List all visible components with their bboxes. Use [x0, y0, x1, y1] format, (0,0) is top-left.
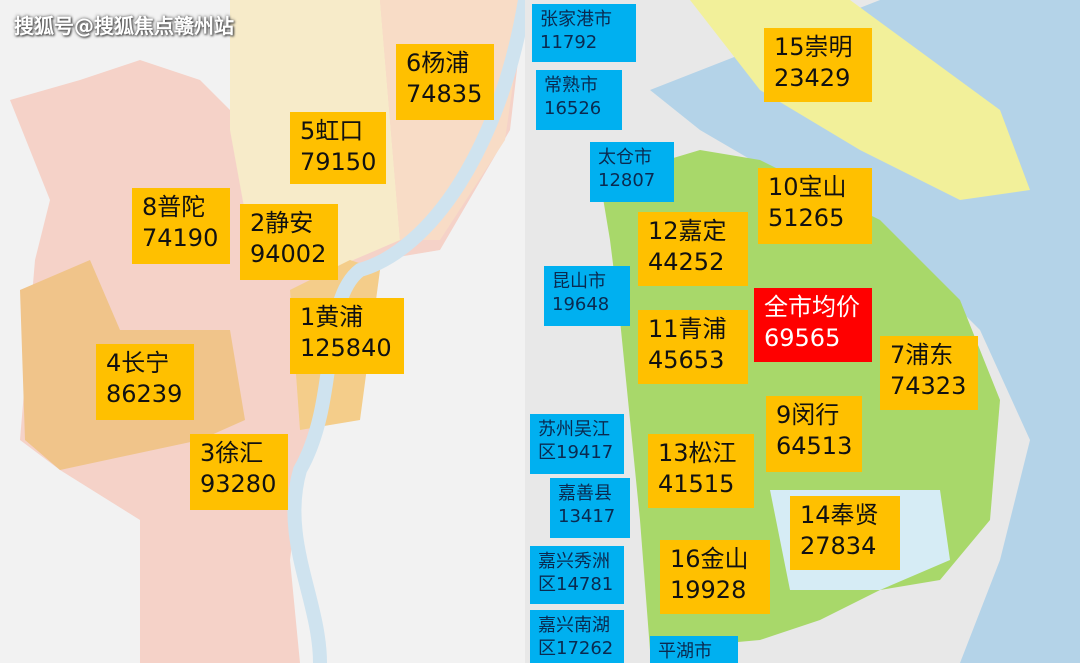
district-price: 13417 — [558, 506, 616, 528]
price-label: 8普陀 74190 — [132, 188, 230, 264]
price-label: 昆山市 19648 — [544, 266, 630, 326]
district-name: 7浦东 — [890, 341, 954, 369]
district-name: 苏州吴江 — [538, 419, 610, 440]
district-price: 74323 — [890, 372, 967, 401]
district-price: 12807 — [598, 170, 656, 192]
district-name: 1黄浦 — [300, 303, 364, 331]
district-price: 51265 — [768, 204, 845, 233]
district-price: 区19417 — [538, 442, 614, 464]
price-label: 12嘉定 44252 — [638, 212, 748, 286]
district-price: 74190 — [142, 224, 219, 253]
district-price: 区17262 — [538, 638, 614, 660]
price-label: 嘉兴秀洲 区14781 — [530, 546, 624, 604]
district-price: 11792 — [540, 32, 598, 54]
district-price: 93280 — [200, 470, 277, 499]
price-label: 11青浦 45653 — [638, 310, 748, 384]
price-label: 3徐汇 93280 — [190, 434, 288, 510]
district-price: 86239 — [106, 380, 183, 409]
price-label: 常熟市 16526 — [536, 70, 622, 130]
district-name: 嘉善县 — [558, 483, 612, 504]
district-price: 69565 — [764, 324, 841, 353]
district-name: 14奉贤 — [800, 501, 879, 529]
district-name: 平湖市 — [658, 641, 712, 662]
district-name: 嘉兴南湖 — [538, 615, 610, 636]
price-label: 苏州吴江 区19417 — [530, 414, 624, 474]
price-label: 14奉贤 27834 — [790, 496, 900, 570]
district-name: 9闵行 — [776, 401, 840, 429]
price-label: 13松江 41515 — [648, 434, 754, 508]
price-label: 9闵行 64513 — [766, 396, 862, 472]
district-name: 11青浦 — [648, 315, 727, 343]
district-name: 嘉兴秀洲 — [538, 551, 610, 572]
price-label: 平湖市 — [650, 636, 738, 663]
district-name: 4长宁 — [106, 349, 170, 377]
district-price: 区14781 — [538, 574, 614, 596]
price-label: 太仓市 12807 — [590, 142, 674, 202]
district-name: 15崇明 — [774, 33, 853, 61]
watermark: 搜狐号@搜狐焦点赣州站 — [14, 14, 234, 38]
district-name: 13松江 — [658, 439, 737, 467]
price-label: 15崇明 23429 — [764, 28, 872, 102]
district-price: 27834 — [800, 532, 877, 561]
price-label: 2静安 94002 — [240, 204, 338, 280]
price-label: 张家港市 11792 — [532, 4, 636, 62]
district-price: 94002 — [250, 240, 327, 269]
price-label: 10宝山 51265 — [758, 168, 872, 244]
district-name: 2静安 — [250, 209, 314, 237]
district-name: 昆山市 — [552, 271, 606, 292]
district-name: 8普陀 — [142, 193, 206, 221]
price-label: 1黄浦 125840 — [290, 298, 404, 374]
price-label: 全市均价 69565 — [754, 288, 872, 362]
district-name: 常熟市 — [544, 75, 598, 96]
price-label: 6杨浦 74835 — [396, 44, 494, 120]
district-price: 41515 — [658, 470, 735, 499]
price-label: 嘉善县 13417 — [550, 478, 630, 538]
district-price: 45653 — [648, 346, 725, 375]
price-label: 5虹口 79150 — [290, 112, 386, 184]
price-label: 4长宁 86239 — [96, 344, 194, 420]
price-label: 嘉兴南湖 区17262 — [530, 610, 624, 663]
district-name: 12嘉定 — [648, 217, 727, 245]
district-price: 64513 — [776, 432, 853, 461]
district-price: 19648 — [552, 294, 610, 316]
district-name: 5虹口 — [300, 117, 364, 145]
district-name: 太仓市 — [598, 147, 652, 168]
district-name: 10宝山 — [768, 173, 847, 201]
district-name: 16金山 — [670, 545, 749, 573]
district-name: 6杨浦 — [406, 49, 470, 77]
district-price: 74835 — [406, 80, 483, 109]
district-price: 79150 — [300, 148, 377, 177]
district-price: 16526 — [544, 98, 602, 120]
price-label: 16金山 19928 — [660, 540, 770, 614]
district-name: 3徐汇 — [200, 439, 264, 467]
district-price: 19928 — [670, 576, 747, 605]
district-price: 44252 — [648, 248, 725, 277]
district-price: 125840 — [300, 334, 392, 363]
district-price: 23429 — [774, 64, 851, 93]
district-name: 张家港市 — [540, 9, 612, 30]
price-label: 7浦东 74323 — [880, 336, 978, 410]
district-name: 全市均价 — [764, 293, 860, 321]
